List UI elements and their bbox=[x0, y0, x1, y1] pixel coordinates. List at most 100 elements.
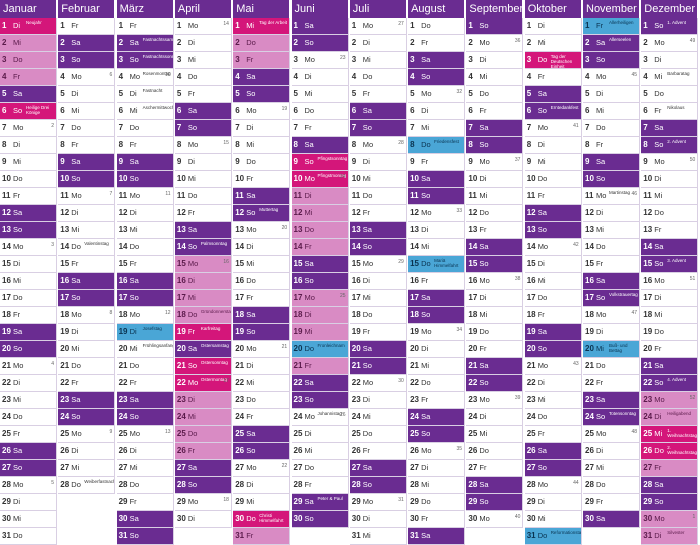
day-cell[interactable]: 7 So bbox=[174, 120, 232, 137]
day-cell[interactable]: 24 So bbox=[58, 409, 116, 426]
day-cell[interactable]: 1 Di bbox=[524, 18, 582, 35]
day-cell[interactable]: 8 Mo 28 bbox=[349, 137, 407, 154]
day-cell[interactable]: 24 Di bbox=[466, 409, 524, 426]
day-cell[interactable]: 3 Di bbox=[641, 52, 699, 69]
day-cell[interactable]: 27 Mi bbox=[116, 460, 174, 477]
day-cell[interactable]: 21 Sa bbox=[641, 358, 699, 375]
day-cell[interactable]: 31 Di Silvester bbox=[641, 528, 699, 545]
day-cell[interactable]: 23 Mi bbox=[524, 392, 582, 409]
day-cell[interactable]: 3 Fr bbox=[233, 52, 291, 69]
day-cell[interactable]: 4 Fr bbox=[524, 69, 582, 86]
day-cell[interactable]: 23 Mo 52 bbox=[641, 392, 699, 409]
day-cell[interactable]: 24 Sa bbox=[408, 409, 466, 426]
day-cell[interactable]: 25 So bbox=[408, 426, 466, 443]
day-cell[interactable]: 10 Do bbox=[0, 171, 57, 188]
day-cell[interactable]: 2 Mo 49 bbox=[641, 35, 699, 52]
day-cell[interactable]: 9 So Pfingstsonntag bbox=[291, 154, 349, 171]
day-cell[interactable]: 30 So bbox=[291, 511, 349, 528]
day-cell[interactable]: 13 Do bbox=[291, 222, 349, 239]
day-cell[interactable]: 21 So Ostersonntag bbox=[174, 358, 232, 375]
day-cell[interactable]: 31 Fr bbox=[233, 528, 291, 545]
day-cell[interactable]: 10 Do bbox=[524, 171, 582, 188]
day-cell[interactable]: 20 Mi Buß- und Bettag bbox=[583, 341, 640, 358]
day-cell[interactable]: 7 So bbox=[349, 120, 407, 137]
day-cell[interactable]: 14 Fr bbox=[291, 239, 349, 256]
day-cell[interactable]: 29 Do bbox=[408, 494, 466, 511]
day-cell[interactable]: 16 Mo 38 bbox=[466, 273, 524, 290]
day-cell[interactable]: 12 Mi bbox=[291, 205, 349, 222]
day-cell[interactable]: 5 Do bbox=[641, 86, 699, 103]
day-cell[interactable]: 13 Mi bbox=[116, 222, 174, 239]
day-cell[interactable]: 24 Di Heiligabend bbox=[641, 409, 699, 426]
day-cell[interactable]: 12 Sa bbox=[0, 205, 57, 222]
day-cell[interactable]: 20 Mi bbox=[58, 341, 116, 358]
day-cell[interactable]: 22 Mo Ostermontag 17 bbox=[174, 375, 232, 392]
day-cell[interactable]: 17 So bbox=[58, 290, 116, 307]
day-cell[interactable]: 10 Mi bbox=[174, 171, 232, 188]
day-cell[interactable]: 17 Di bbox=[466, 290, 524, 307]
day-cell[interactable]: 29 Mo 31 bbox=[349, 494, 407, 511]
day-cell[interactable]: 12 So Muttertag bbox=[233, 205, 291, 222]
day-cell[interactable]: 11 Do bbox=[174, 188, 232, 205]
day-cell[interactable]: 1 Mo 14 bbox=[174, 18, 232, 35]
day-cell[interactable]: 26 Di bbox=[58, 443, 116, 460]
day-cell[interactable]: 22 Di bbox=[524, 375, 582, 392]
day-cell[interactable]: 26 Di bbox=[116, 443, 174, 460]
day-cell[interactable]: 9 Do bbox=[233, 154, 291, 171]
day-cell[interactable]: 27 Fr bbox=[466, 460, 524, 477]
day-cell[interactable]: 27 Di bbox=[408, 460, 466, 477]
day-cell[interactable]: 19 So bbox=[233, 324, 291, 341]
day-cell[interactable]: 20 Do Fronleichnam bbox=[291, 341, 349, 358]
day-cell[interactable]: 19 Mi bbox=[291, 324, 349, 341]
day-cell[interactable]: 2 Mi bbox=[0, 35, 57, 52]
day-cell[interactable]: 28 Mo 5 bbox=[0, 477, 57, 494]
day-cell[interactable]: 26 Do 2. Weihnachtstag bbox=[641, 443, 699, 460]
day-cell[interactable]: 21 Di bbox=[233, 358, 291, 375]
day-cell[interactable]: 9 Mi bbox=[0, 154, 57, 171]
day-cell[interactable]: 27 Mi bbox=[583, 460, 640, 477]
day-cell[interactable]: 14 Sa bbox=[641, 239, 699, 256]
day-cell[interactable]: 18 Mi bbox=[641, 307, 699, 324]
day-cell[interactable]: 2 Mo 36 bbox=[466, 35, 524, 52]
day-cell[interactable]: 14 Di bbox=[233, 239, 291, 256]
day-cell[interactable]: 16 So bbox=[291, 273, 349, 290]
day-cell[interactable]: 18 So bbox=[408, 307, 466, 324]
day-cell[interactable]: 19 Fr Karfreitag bbox=[174, 324, 232, 341]
day-cell[interactable]: 30 Di bbox=[174, 511, 232, 528]
day-cell[interactable]: 16 Sa bbox=[583, 273, 640, 290]
day-cell[interactable]: 9 Mo 50 bbox=[641, 154, 699, 171]
day-cell[interactable]: 6 So Erntedankfest bbox=[524, 103, 582, 120]
day-cell[interactable]: 25 Fr bbox=[524, 426, 582, 443]
day-cell[interactable]: 12 Sa bbox=[524, 205, 582, 222]
day-cell[interactable]: 6 Sa bbox=[349, 103, 407, 120]
day-cell[interactable]: 15 Mo 29 bbox=[349, 256, 407, 273]
day-cell[interactable]: 6 Fr bbox=[466, 103, 524, 120]
day-cell[interactable]: 3 Do Tag der Deutschen Einheit bbox=[524, 52, 582, 69]
day-cell[interactable]: 16 Sa bbox=[58, 273, 116, 290]
day-cell[interactable]: 3 SoFastnachtssonntag bbox=[116, 52, 174, 69]
day-cell[interactable]: 18 Fr bbox=[524, 307, 582, 324]
day-cell[interactable]: 13 So bbox=[0, 222, 57, 239]
day-cell[interactable]: 13 Mo 20 bbox=[233, 222, 291, 239]
day-cell[interactable]: 3 Di bbox=[466, 52, 524, 69]
day-cell[interactable]: 19 Di bbox=[58, 324, 116, 341]
day-cell[interactable]: 2 Sa bbox=[58, 35, 116, 52]
day-cell[interactable]: 19 Sa bbox=[0, 324, 57, 341]
day-cell[interactable]: 1 Mi Tag der Arbeit bbox=[233, 18, 291, 35]
day-cell[interactable]: 14 Do bbox=[583, 239, 640, 256]
day-cell[interactable]: 24 Mi bbox=[349, 409, 407, 426]
day-cell[interactable]: 31 Do bbox=[0, 528, 57, 545]
day-cell[interactable]: 10 Mi bbox=[349, 171, 407, 188]
day-cell[interactable]: 23 Di bbox=[174, 392, 232, 409]
day-cell[interactable]: 19 Di Josefstag bbox=[116, 324, 174, 341]
day-cell[interactable]: 24 So bbox=[116, 409, 174, 426]
day-cell[interactable]: 3 Mi bbox=[174, 52, 232, 69]
day-cell[interactable]: 28 Mi bbox=[408, 477, 466, 494]
day-cell[interactable]: 5 Do bbox=[466, 86, 524, 103]
day-cell[interactable]: 4 So bbox=[408, 69, 466, 86]
day-cell[interactable]: 4 Do bbox=[349, 69, 407, 86]
day-cell[interactable]: 11 Di bbox=[291, 188, 349, 205]
day-cell[interactable]: 5 Mo 32 bbox=[408, 86, 466, 103]
day-cell[interactable]: 27 Do bbox=[291, 460, 349, 477]
day-cell[interactable]: 11 Do bbox=[349, 188, 407, 205]
